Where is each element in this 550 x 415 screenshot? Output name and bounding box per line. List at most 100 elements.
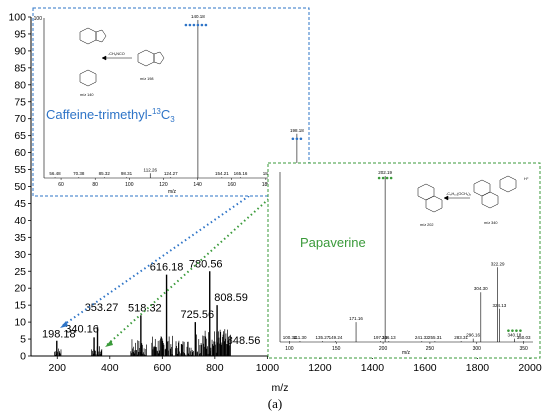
papaverine-base-peak-marker (377, 176, 381, 180)
papaverine-peak-label: 171.16 (349, 316, 363, 321)
connector-arrows (60, 195, 273, 347)
main-x-ticks: 200 400 600 800 1000 1200 1400 1600 1800 2000 (48, 356, 542, 374)
papaverine-peak-label: 324.13 (493, 303, 507, 308)
x-tick-label: 2000 (518, 362, 542, 374)
papaverine-x-tick-label: 300 (473, 346, 482, 352)
y-tick-label: 15 (14, 300, 26, 312)
peak-label: 340.16 (65, 323, 99, 335)
caffeine-x-tick-label: 80 (92, 182, 98, 188)
papaverine-precursor-marker (511, 329, 514, 332)
caffeine-base-peak-marker (184, 23, 188, 27)
x-tick-label: 1000 (256, 362, 280, 374)
x-tick-label: 1200 (308, 362, 332, 374)
caffeine-base-peak-marker (192, 23, 196, 27)
caffeine-x-tick-label: 140 (193, 182, 202, 188)
papaverine-peak-label: 111.30 (293, 335, 307, 340)
caffeine-peak-label: 140.18 (191, 14, 205, 19)
papaverine-peak-label: 255.31 (428, 335, 442, 340)
x-tick-label: 1600 (413, 362, 437, 374)
papaverine-peak-label: 296.16 (466, 333, 480, 338)
papaverine-connector (106, 195, 273, 346)
caffeine-precursor-marker (291, 137, 295, 141)
y-tick-label: 35 (14, 232, 26, 244)
caffeine-peak-label: 98.31 (121, 171, 133, 176)
peak-label: 848.56 (227, 335, 261, 347)
caffeine-peak-label: 85.32 (99, 171, 111, 176)
y-tick-label: 0 (20, 351, 26, 363)
caffeine-connector (61, 195, 250, 327)
caffeine-inset-x-label: m/z (168, 189, 177, 195)
peak-label: 616.18 (150, 262, 184, 274)
y-tick-label: 70 (14, 113, 26, 125)
y-tick-label: 45 (14, 198, 26, 210)
caffeine-parent-mz: m/z 198 (140, 77, 154, 81)
caffeine-x-tick-label: 160 (228, 182, 237, 188)
caffeine-base-peak-marker (188, 23, 192, 27)
fragmentation-arrowhead (101, 55, 107, 61)
papaverine-base-peak-marker (385, 176, 389, 180)
peak-label: 518.32 (128, 302, 162, 314)
papaverine-inset-x-ticks: 100 150 200 250 300 350 (285, 342, 528, 352)
papaverine-peak-label: 304.30 (474, 286, 488, 291)
caffeine-inset-frame (32, 7, 310, 197)
papaverine-peak-label: 322.29 (491, 261, 505, 266)
caffeine-peak-label: 154.21 (215, 171, 229, 176)
papaverine-arrowhead (105, 340, 113, 347)
y-tick-label: 30 (14, 249, 26, 261)
figure-caption: (a) (268, 396, 282, 411)
caffeine-fragment-mz: m/z 140 (80, 93, 94, 97)
y-tick-label: 75 (14, 96, 26, 108)
y-tick-label: 55 (14, 164, 26, 176)
papaverine-fragment-mz: m/z 202 (420, 223, 434, 227)
papaverine-peak-label: 283.31 (454, 335, 468, 340)
papaverine-peak-label: 340.18 (508, 333, 522, 338)
caffeine-peak-label: 70.38 (73, 171, 85, 176)
papaverine-x-tick-label: 100 (285, 346, 294, 352)
caffeine-base-peak-marker (196, 23, 200, 27)
papaverine-inset-x-label: m/z (402, 350, 411, 356)
caffeine-x-tick-label: 120 (159, 182, 168, 188)
main-spectrum: 0 5 10 15 20 25 30 35 40 45 50 55 60 65 70 75 80 85 90 95 10… (8, 12, 541, 395)
caffeine-x-tick-label: 180 (262, 182, 271, 188)
caffeine-x-tick-label: 100 (125, 182, 134, 188)
papaverine-precursor-marker (519, 329, 522, 332)
y-tick-label: 60 (14, 147, 26, 159)
papaverine-peak-label: 202.19 (378, 170, 392, 175)
papaverine-peak-label: 149.24 (329, 335, 343, 340)
x-tick-label: 400 (101, 362, 119, 374)
caffeine-fragment-ring (95, 29, 107, 43)
peak-label: 725.56 (180, 309, 214, 321)
x-tick-label: 800 (206, 362, 224, 374)
caffeine-peak-label: 112.26 (144, 167, 158, 172)
caffeine-precursor-marker (299, 137, 303, 141)
main-noise-peaks (54, 329, 231, 356)
y-tick-label: 50 (14, 181, 26, 193)
y-tick-label: 90 (14, 45, 26, 57)
caffeine-x-tick-label: 60 (58, 182, 64, 188)
y-tick-label: 65 (14, 130, 26, 142)
y-tick-label: 95 (14, 28, 26, 40)
papaverine-inset-frame (267, 162, 541, 359)
peak-label: 808.59 (214, 292, 248, 304)
papaverine-peak-label: 197.16 (374, 335, 388, 340)
papaverine-x-tick-label: 250 (426, 346, 435, 352)
caffeine-loss-label: -CH₃NCO (108, 52, 125, 56)
x-tick-label: 1800 (466, 362, 490, 374)
y-tick-label: 100 (8, 12, 26, 24)
caffeine-structures (79, 27, 165, 87)
peak-label: 198.18 (42, 329, 76, 341)
papaverine-x-tick-label: 350 (519, 346, 528, 352)
papaverine-charge-label: H⁺ (524, 177, 529, 181)
papaverine-fragmentation-arrowhead (443, 195, 449, 201)
caffeine-peak-label: 56.48 (49, 171, 61, 176)
y-tick-label: 5 (20, 334, 26, 346)
caffeine-parent-ring (153, 51, 165, 65)
caffeine-inset-peaks: 56.48 70.38 85.32 98.31 112.26 124.27 140.18 15… (49, 14, 304, 178)
papaverine-structures (417, 175, 517, 213)
papaverine-peak-label: 206.13 (382, 335, 396, 340)
papaverine-fragment-ring (425, 195, 443, 213)
papaverine-base-peak-marker (389, 176, 393, 180)
